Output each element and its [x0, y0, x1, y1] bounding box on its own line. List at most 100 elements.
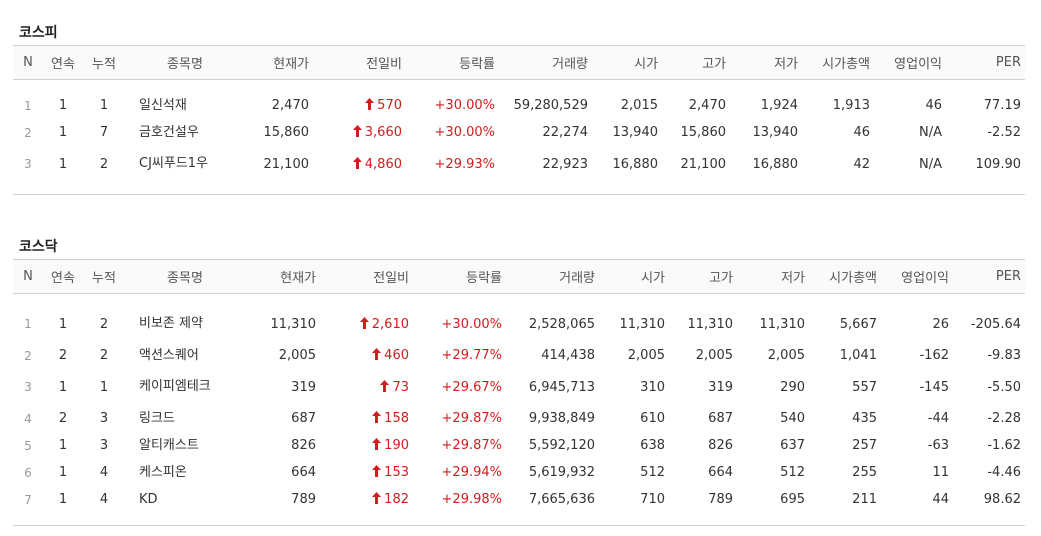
change-rate: +29.67%: [441, 379, 502, 395]
section-title-kospi: 코스피: [19, 25, 58, 41]
table-row: 3 1 1 케이피엠테크 319 73 +29.67% 6,945,713 310 319 290 5…: [13, 369, 1025, 405]
streak-cell: 1: [58, 492, 68, 507]
header-open: 시가: [592, 45, 662, 80]
table-row: 1 1 1 일신석재 2,470 570 +30.00% 59,280,529 2,015 2,4…: [13, 92, 1025, 119]
market-cap: 5,667: [839, 316, 877, 332]
arrow-up-icon: [372, 438, 382, 450]
arrow-up-icon: [372, 492, 382, 504]
change-value: 460: [384, 348, 409, 363]
high-price: 2,005: [695, 348, 733, 363]
high-price: 15,860: [680, 125, 727, 140]
table-end-row: [13, 182, 1025, 195]
low-price: 13,940: [752, 125, 799, 140]
streak-cell: 1: [58, 438, 68, 453]
open-price: 11,310: [619, 316, 666, 332]
arrow-up-icon: [380, 379, 390, 392]
high-price: 21,100: [680, 156, 727, 172]
kosdaq-section: 코스닥 N 연속 누적 종목명 현재가 전일비 등락률 거래량 시가 고가 저가 시가총액 영업이익 PE…: [13, 235, 1025, 526]
cumulative-cell: 7: [99, 125, 109, 140]
low-price: 290: [780, 379, 805, 395]
market-cap: 257: [852, 438, 877, 453]
operating-income: 44: [932, 492, 949, 507]
header-volume: 거래량: [506, 259, 599, 294]
row-number: 2: [24, 348, 32, 363]
operating-income: -44: [927, 411, 949, 426]
stock-name-link[interactable]: 알티캐스트: [139, 437, 199, 453]
table-header-row: N 연속 누적 종목명 현재가 전일비 등락률 거래량 시가 고가 저가 시가총액 영업이익 PER: [13, 259, 1025, 294]
kospi-section: 코스피 N 연속 누적 종목명 현재가 전일비 등락률 거래량 시가 고가 저가 시가총액 영업이익 PE…: [13, 21, 1025, 195]
change-rate: +29.94%: [441, 465, 502, 480]
row-number: 7: [24, 492, 32, 507]
operating-income: 46: [925, 98, 942, 113]
cumulative-cell: 3: [99, 438, 109, 453]
stock-name-link[interactable]: CJ씨푸드1우: [139, 156, 209, 171]
market-cap: 211: [852, 492, 877, 507]
stock-name-link[interactable]: 액션스퀘어: [139, 347, 199, 363]
header-change: 전일비: [313, 45, 406, 80]
header-cumulative: 누적: [83, 259, 125, 294]
streak-cell: 1: [58, 156, 68, 172]
stock-name-link[interactable]: 비보존 제약: [139, 316, 203, 331]
stock-name-link[interactable]: 케스피온: [139, 464, 187, 480]
table-row: 2 2 2 액션스퀘어 2,005 460 +29.77% 414,438 2,005 2,005…: [13, 342, 1025, 369]
row-number: 6: [24, 465, 32, 480]
arrow-up-icon: [365, 98, 375, 110]
market-cap: 1,041: [839, 348, 877, 363]
low-price: 1,924: [760, 98, 798, 113]
arrow-up-icon: [359, 316, 369, 329]
streak-cell: 1: [58, 379, 68, 395]
operating-income: N/A: [919, 125, 942, 140]
high-price: 2,470: [688, 98, 726, 113]
table-row: 2 1 7 금호건설우 15,860 3,660 +30.00% 22,274 13,940 15…: [13, 119, 1025, 146]
open-price: 638: [640, 438, 665, 453]
change-value: 182: [384, 492, 409, 507]
header-per: PER: [946, 45, 1025, 80]
header-low: 저가: [737, 259, 809, 294]
per-cell: -9.83: [987, 348, 1021, 363]
arrow-up-icon: [352, 125, 362, 137]
change-value: 2,610: [371, 316, 409, 332]
stock-name-link[interactable]: 금호건설우: [139, 124, 199, 140]
change-value: 158: [384, 411, 409, 426]
stock-name-link[interactable]: 일신석재: [139, 97, 187, 113]
stock-name-link[interactable]: 케이피엠테크: [139, 379, 211, 394]
header-stock-name: 종목명: [125, 45, 245, 80]
per-cell: -1.62: [987, 438, 1021, 453]
low-price: 540: [780, 411, 805, 426]
change-rate: +30.00%: [434, 98, 495, 113]
current-price: 2,470: [271, 98, 309, 113]
open-price: 2,005: [627, 348, 665, 363]
header-cumulative: 누적: [83, 45, 125, 80]
arrow-up-icon: [352, 156, 362, 169]
operating-income: 11: [932, 465, 949, 480]
high-price: 687: [708, 411, 733, 426]
table-row: 4 2 3 링크드 687 158 +29.87% 9,938,849 610 687 540 435…: [13, 405, 1025, 432]
per-cell: -2.28: [987, 411, 1021, 426]
header-operating-income: 영업이익: [874, 45, 946, 80]
change-rate: +29.77%: [441, 348, 502, 363]
current-price: 11,310: [270, 316, 317, 332]
section-title-kosdaq: 코스닥: [19, 239, 58, 255]
header-high: 고가: [669, 259, 737, 294]
high-price: 664: [708, 465, 733, 480]
change-value: 570: [377, 98, 402, 113]
open-price: 610: [640, 411, 665, 426]
header-streak: 연속: [43, 259, 83, 294]
stock-name-link[interactable]: KD: [139, 491, 158, 507]
high-price: 319: [708, 379, 733, 395]
low-price: 637: [780, 438, 805, 453]
row-number: 3: [24, 157, 32, 171]
streak-cell: 2: [58, 411, 68, 426]
change-rate: +30.00%: [441, 316, 502, 332]
header-operating-income: 영업이익: [881, 259, 953, 294]
change-rate: +29.93%: [434, 156, 495, 172]
per-cell: 77.19: [983, 98, 1021, 113]
volume-cell: 22,923: [542, 156, 589, 172]
header-current-price: 현재가: [245, 259, 320, 294]
operating-income: -63: [927, 438, 949, 453]
per-cell: -5.50: [987, 379, 1021, 395]
header-streak: 연속: [43, 45, 83, 80]
per-cell: -4.46: [987, 465, 1021, 480]
row-number: 5: [24, 438, 32, 453]
stock-name-link[interactable]: 링크드: [139, 410, 175, 426]
